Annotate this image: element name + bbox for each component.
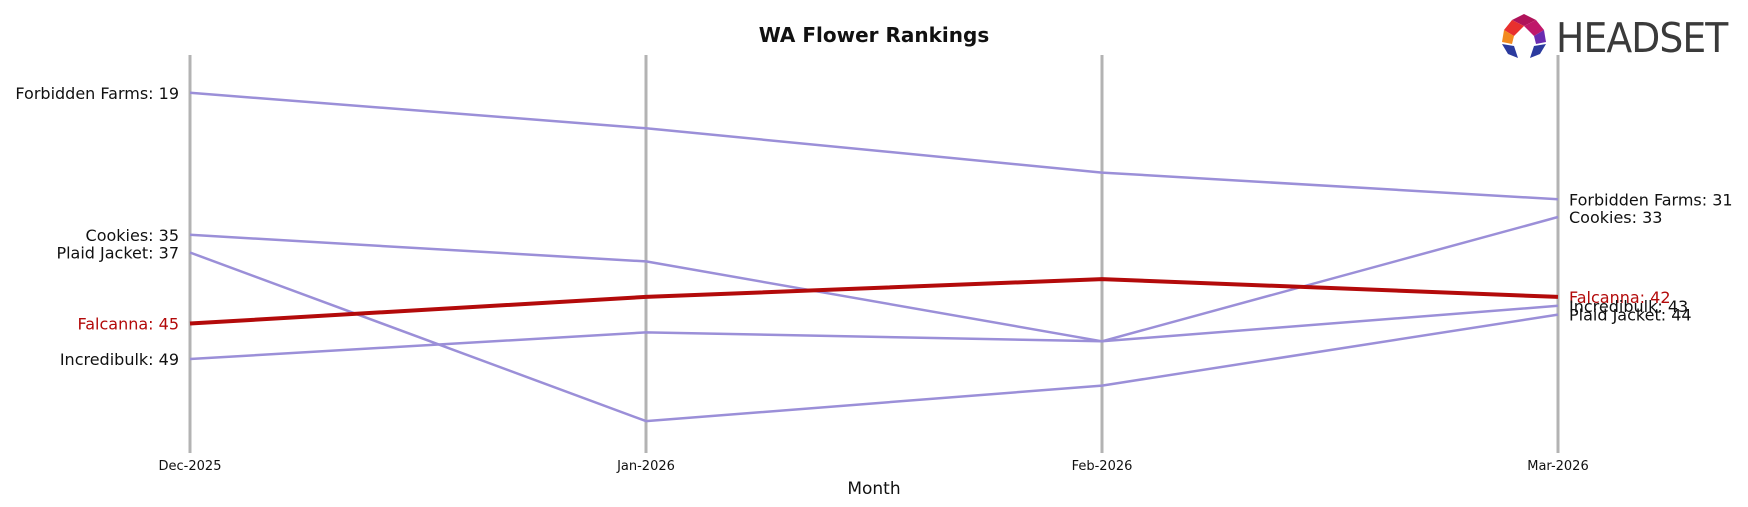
headset-logo-mark bbox=[1502, 14, 1546, 58]
headset-logo: HEADSET bbox=[1500, 12, 1730, 62]
month-gridlines bbox=[188, 55, 1560, 453]
series-lines bbox=[189, 91, 1559, 423]
x-tick-labels: Dec-2025 Jan-2026 Feb-2026 Mar-2026 bbox=[159, 459, 1589, 474]
end-label-falcanna: Falcanna: 42 bbox=[1569, 288, 1671, 307]
series-line-falcanna bbox=[189, 277, 1559, 326]
end-label-incredibulk: Incredibulk: 43 bbox=[1569, 297, 1688, 316]
end-label-forbidden-farms: Forbidden Farms: 31 bbox=[1569, 190, 1733, 209]
series-line-cookies bbox=[189, 215, 1559, 343]
start-label-plaid-jacket: Plaid Jacket: 37 bbox=[56, 244, 179, 263]
headset-logo-text: HEADSET bbox=[1556, 14, 1728, 62]
x-tick-jan-2026: Jan-2026 bbox=[616, 459, 675, 474]
chart-title: WA Flower Rankings bbox=[759, 23, 989, 47]
start-label-cookies: Cookies: 35 bbox=[86, 226, 179, 245]
series-line-forbidden-farms bbox=[189, 91, 1559, 201]
series-line-incredibulk bbox=[189, 304, 1559, 361]
series-line-plaid-jacket bbox=[189, 251, 1559, 423]
start-label-forbidden-farms: Forbidden Farms: 19 bbox=[15, 84, 179, 103]
start-label-falcanna: Falcanna: 45 bbox=[77, 315, 179, 334]
start-label-incredibulk: Incredibulk: 49 bbox=[60, 350, 179, 369]
x-tick-mar-2026: Mar-2026 bbox=[1527, 459, 1588, 474]
x-axis-label: Month bbox=[847, 479, 900, 499]
end-label-cookies: Cookies: 33 bbox=[1569, 208, 1662, 227]
x-tick-dec-2025: Dec-2025 bbox=[159, 459, 222, 474]
end-label-plaid-jacket: Plaid Jacket: 44 bbox=[1569, 306, 1692, 325]
x-tick-feb-2026: Feb-2026 bbox=[1072, 459, 1133, 474]
